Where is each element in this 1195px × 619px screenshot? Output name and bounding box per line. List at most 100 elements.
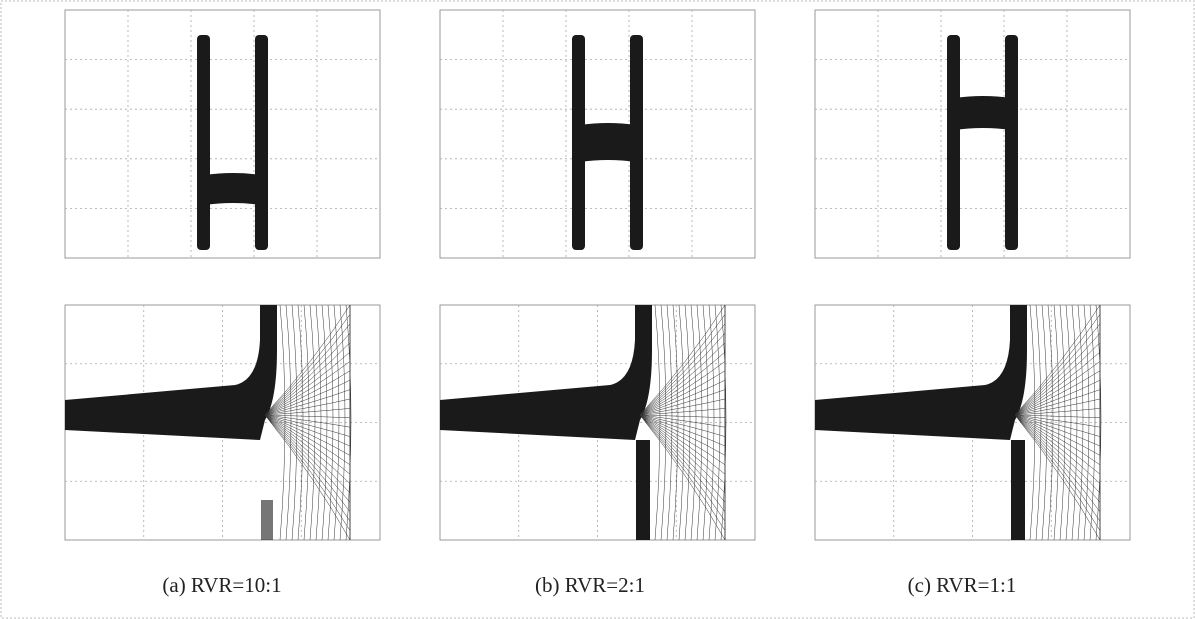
mesh-line: [264, 414, 351, 484]
mesh-line: [1014, 379, 1101, 416]
mesh-line: [1014, 414, 1101, 512]
mesh-leg: [255, 35, 268, 250]
mesh-line: [1014, 333, 1101, 416]
mesh-line: [339, 304, 346, 541]
mesh-line: [1014, 414, 1101, 541]
mesh-line: [1047, 304, 1054, 541]
mesh-line: [639, 414, 726, 456]
mesh-line: [291, 304, 298, 541]
mesh-line: [639, 389, 726, 416]
mesh-line: [327, 304, 334, 541]
mesh-line: [279, 304, 286, 541]
mesh-line: [315, 304, 322, 541]
caption: (c) RVR=1:1: [908, 573, 1017, 597]
mesh-line: [1014, 414, 1101, 503]
mesh-band: [815, 305, 1027, 440]
mesh-leg: [1005, 35, 1018, 250]
mesh-line: [639, 414, 726, 531]
mesh-line: [639, 414, 726, 466]
mesh-line: [264, 414, 351, 456]
mesh-leg: [572, 35, 585, 250]
mesh-line: [321, 304, 328, 541]
mesh-line: [702, 304, 709, 541]
mesh-line: [264, 414, 351, 419]
mesh-line: [639, 414, 726, 494]
mesh-line: [708, 304, 715, 541]
mesh-line: [1035, 304, 1042, 541]
mesh-leg: [197, 35, 210, 250]
mesh-line: [639, 414, 726, 503]
mesh-line: [1041, 304, 1048, 541]
mesh-line: [264, 304, 351, 416]
mesh-line: [690, 304, 697, 541]
mesh-line: [309, 304, 316, 541]
mesh-line: [264, 351, 351, 416]
mesh-line: [1014, 414, 1101, 456]
mesh-line: [639, 342, 726, 416]
mesh-line: [1014, 414, 1101, 475]
mesh-line: [1089, 304, 1096, 541]
mesh-stem: [636, 440, 650, 540]
mesh-line: [639, 414, 726, 541]
mesh-stem: [1011, 440, 1025, 540]
mesh-line: [1095, 304, 1102, 541]
mesh-line: [1014, 389, 1101, 416]
mesh-leg: [630, 35, 643, 250]
mesh-line: [639, 314, 726, 416]
mesh-line: [264, 414, 351, 428]
mesh-line: [654, 304, 661, 541]
mesh-line: [1077, 304, 1084, 541]
mesh-line: [264, 370, 351, 416]
mesh-line: [333, 304, 340, 541]
mesh-leg: [947, 35, 960, 250]
mesh-line: [297, 304, 304, 541]
mesh-line: [1014, 351, 1101, 416]
mesh-line: [1014, 342, 1101, 416]
mesh-line: [264, 323, 351, 416]
panels: [64, 9, 1131, 541]
mesh-line: [264, 389, 351, 416]
mesh-band: [65, 305, 277, 440]
mesh-bridge: [580, 123, 636, 162]
mesh-line: [666, 304, 673, 541]
plot-frame: [64, 9, 381, 259]
mesh-line: [1014, 414, 1101, 419]
mesh-line: [639, 414, 726, 475]
mesh-line: [639, 379, 726, 416]
mesh-line: [1059, 304, 1066, 541]
mesh-line: [264, 408, 351, 416]
mesh-line: [1014, 414, 1101, 447]
mesh-line: [1014, 414, 1101, 484]
mesh-line: [285, 304, 292, 541]
mesh-line: [1014, 414, 1101, 437]
mesh-line: [639, 351, 726, 416]
mesh-line: [1014, 414, 1101, 494]
mesh-line: [696, 304, 703, 541]
mesh-bridge: [955, 96, 1011, 130]
mesh-line: [660, 304, 667, 541]
mesh-line: [1014, 304, 1101, 416]
mesh-line: [1014, 323, 1101, 416]
mesh-line: [684, 304, 691, 541]
mesh-line: [264, 414, 351, 512]
mesh-line: [720, 304, 727, 541]
mesh-line: [639, 414, 726, 512]
caption: (a) RVR=10:1: [162, 573, 281, 597]
mesh-line: [264, 333, 351, 416]
mesh-line: [264, 342, 351, 416]
mesh-line: [639, 414, 726, 447]
mesh-line: [264, 414, 351, 494]
mesh-line: [639, 370, 726, 416]
mesh-line: [1014, 398, 1101, 416]
mesh-line: [345, 304, 352, 541]
mesh-line: [1014, 408, 1101, 416]
caption: (b) RVR=2:1: [535, 573, 645, 597]
mesh-line: [639, 304, 726, 416]
mesh-line: [264, 361, 351, 416]
mesh-line: [264, 414, 351, 437]
mesh-line: [264, 414, 351, 447]
mesh-line: [678, 304, 685, 541]
mesh-line: [672, 304, 679, 541]
mesh-line: [1083, 304, 1090, 541]
mesh-line: [639, 398, 726, 416]
